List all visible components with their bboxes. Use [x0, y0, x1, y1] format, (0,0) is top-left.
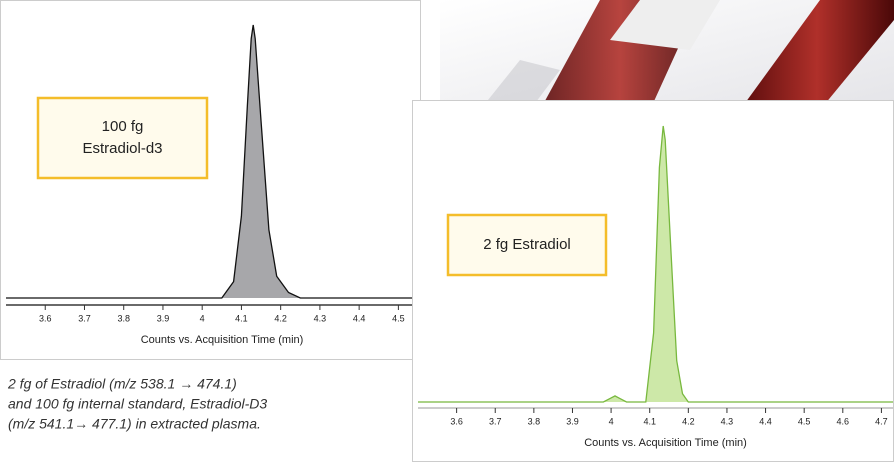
annotation-text: Estradiol-d3	[82, 140, 162, 157]
x-tick-label: 3.7	[78, 313, 91, 323]
x-tick-label: 4.1	[235, 313, 248, 323]
x-tick-label: 4	[609, 416, 614, 426]
annotation-text: 100 fg	[102, 118, 144, 135]
trace-line	[6, 24, 418, 299]
x-tick-label: 4.4	[759, 416, 772, 426]
chart: 3.6 3.7 3.8 3.9 4 4.1 4.2 4.3 4.4 4.5 4.6 4.7 Counts…	[418, 125, 893, 449]
x-tick-label: 4.3	[721, 416, 734, 426]
x-tick-label: 4.5	[798, 416, 811, 426]
annotation-box	[446, 213, 608, 277]
x-tick-label: 4.2	[274, 313, 287, 323]
x-tick-label: 3.6	[450, 416, 463, 426]
x-tick-label: 4.2	[682, 416, 695, 426]
chart: 3.6 3.7 3.8 3.9 4 4.1 4.2 4.3 4.4 4.5 Counts vs. A…	[6, 24, 418, 346]
x-tick-label: 4.7	[875, 416, 888, 426]
x-tick-label: 4.3	[314, 313, 327, 323]
caption: and 100 fg internal standard, Estradiol-…	[8, 396, 267, 412]
x-tick-label: 3.7	[489, 416, 502, 426]
x-tick-label: 4	[200, 313, 205, 323]
trace-line	[418, 125, 893, 403]
annotation-box	[36, 96, 209, 180]
x-tick-label: 4.4	[353, 313, 366, 323]
annotation-text: 2 fg Estradiol	[483, 236, 571, 253]
x-tick-label: 4.6	[837, 416, 850, 426]
peak-area	[418, 126, 893, 402]
x-axis-label: Counts vs. Acquisition Time (min)	[584, 437, 747, 449]
photo	[440, 0, 894, 110]
x-tick-label: 3.8	[528, 416, 541, 426]
x-tick-label: 3.6	[39, 313, 52, 323]
panel	[0, 0, 421, 360]
x-tick-label: 4.1	[643, 416, 656, 426]
caption: 2 fg of Estradiol (m/z 538.1 → 474.1)	[7, 376, 237, 392]
x-tick-label: 4.5	[392, 313, 405, 323]
x-tick-label: 3.8	[117, 313, 130, 323]
x-axis-label: Counts vs. Acquisition Time (min)	[141, 334, 304, 346]
x-tick-label: 3.9	[157, 313, 170, 323]
panel	[412, 100, 894, 462]
caption: (m/z 541.1→ 477.1) in extracted plasma.	[8, 416, 261, 432]
x-tick-label: 3.9	[566, 416, 579, 426]
